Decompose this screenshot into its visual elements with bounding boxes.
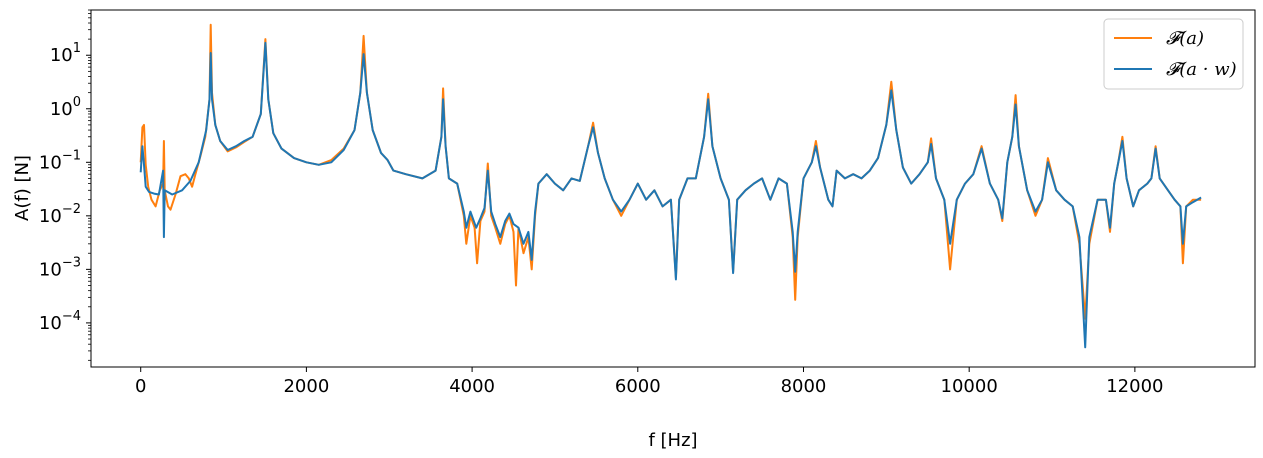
y-axis-label: A(f) [N] <box>12 155 33 221</box>
legend-entry-1: 𝓕(a · w) <box>1166 59 1237 80</box>
x-tick-label: 8000 <box>781 376 827 397</box>
series-layer <box>139 23 1202 349</box>
y-axis-ticks: 10−4 10−3 10−2 10−1 100 101 <box>39 9 91 361</box>
series-line-1 <box>139 41 1202 349</box>
legend: 𝓕(a) 𝓕(a · w) <box>1103 18 1244 90</box>
legend-frame <box>1103 18 1244 90</box>
x-tick-label: 0 <box>135 376 146 397</box>
x-tick-label: 6000 <box>615 376 661 397</box>
x-axis-ticks: 0 2000 4000 6000 8000 10000 12000 <box>135 367 1164 397</box>
plot-area-frame <box>90 9 1256 368</box>
legend-entry-0: 𝓕(a) <box>1166 28 1204 49</box>
y-tick-label: 101 <box>50 41 81 66</box>
x-tick-label: 2000 <box>283 376 329 397</box>
y-tick-label: 10−3 <box>39 255 81 280</box>
y-tick-label: 10−4 <box>39 309 81 334</box>
x-tick-label: 10000 <box>941 376 998 397</box>
y-tick-label: 10−1 <box>39 148 81 173</box>
x-axis-label: f [Hz] <box>648 430 697 451</box>
series-line-0 <box>139 23 1202 320</box>
y-tick-label: 100 <box>50 95 81 120</box>
x-tick-label: 12000 <box>1106 376 1163 397</box>
x-tick-label: 4000 <box>449 376 495 397</box>
y-tick-label: 10−2 <box>39 202 81 227</box>
